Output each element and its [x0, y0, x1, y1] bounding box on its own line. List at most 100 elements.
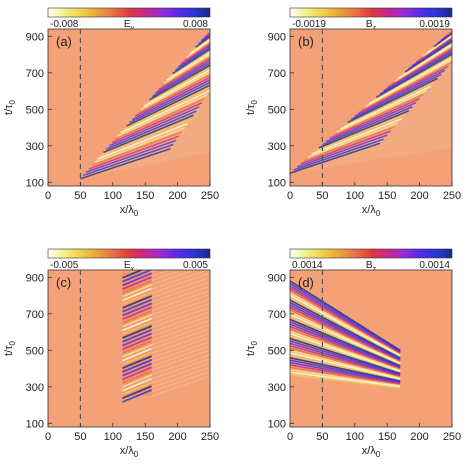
wave-stripe: [160, 55, 210, 88]
colorbar: [289, 7, 453, 18]
wave-stripe: [122, 280, 153, 294]
wave-stripe: [122, 347, 153, 362]
wave-stripe: [290, 342, 401, 377]
x-tick-label: 100: [346, 190, 364, 202]
wave-stripe: [290, 318, 401, 367]
wave-stripe: [151, 281, 210, 303]
wave-stripe: [290, 311, 401, 364]
wave-stripe: [122, 270, 144, 279]
y-axis-label: t/τ0: [3, 99, 17, 114]
wave-stripe: [169, 50, 210, 78]
wave-stripe: [83, 143, 174, 177]
colorbar-min-label: -0.0019: [292, 19, 326, 30]
wave-stripe: [151, 270, 172, 277]
wave-stripe: [361, 61, 452, 111]
colorbar-label-strip: [290, 259, 452, 270]
y-tick-label: 700: [268, 309, 286, 321]
x-tick-label: 50: [74, 190, 86, 202]
wave-stripe: [290, 366, 401, 386]
wave-stripe: [151, 324, 210, 346]
wave-stripe: [379, 51, 452, 95]
wave-stripe: [151, 270, 209, 290]
wave-stripe: [311, 118, 402, 155]
wave-stripes: [122, 270, 210, 403]
wave-stripe: [122, 287, 153, 302]
wave-stripe: [122, 291, 153, 305]
wave-stripe: [347, 77, 438, 124]
wave-stripe: [122, 359, 153, 373]
colorbar-min-label: 0.0014: [292, 260, 323, 271]
wave-stripe: [122, 340, 153, 354]
wave-stripe: [151, 270, 196, 286]
wave-stripe: [94, 127, 186, 164]
wave-stripe: [322, 106, 413, 146]
wave-stripe: [290, 373, 401, 389]
y-tick-label: 500: [268, 345, 286, 357]
wave-stripe: [151, 332, 210, 354]
wave-stripe: [350, 73, 442, 121]
wave-stripe: [290, 282, 401, 352]
wave-stripe: [122, 306, 153, 321]
wave-stripes: [290, 280, 401, 389]
wave-stripe: [325, 101, 417, 143]
wave-stripe: [85, 139, 177, 173]
wave-stripe: [151, 307, 210, 328]
x-axis-label: x/λ0: [362, 204, 381, 218]
wave-stripe: [122, 283, 153, 298]
y-tick-label: 500: [26, 104, 44, 116]
wave-stripe: [290, 287, 401, 354]
wave-stripe: [122, 295, 153, 309]
colorbar-field-label: Bz: [366, 260, 377, 273]
wave-stripe: [336, 89, 428, 133]
wave-stripe: [314, 114, 406, 152]
wave-stripe: [157, 57, 210, 91]
x-tick-label: 150: [378, 190, 396, 202]
wave-stripe: [91, 131, 183, 167]
x-tick-label: 250: [201, 431, 219, 443]
colorbar-label-strip: [290, 18, 452, 29]
wave-stripe: [122, 343, 153, 358]
wave-stripes: [290, 29, 452, 174]
wave-stripe: [290, 361, 401, 384]
y-tick-label: 500: [26, 345, 44, 357]
wave-stripe: [151, 289, 210, 311]
x-tick-label: 150: [378, 431, 396, 443]
wave-stripe: [290, 330, 401, 372]
wave-stripe: [151, 345, 210, 367]
wave-stripe: [151, 298, 210, 320]
wave-stripe: [358, 65, 449, 114]
colorbar: [289, 248, 453, 259]
wave-stripe: [151, 302, 210, 324]
wave-stripe: [172, 48, 210, 75]
panel-label: (b): [298, 34, 314, 49]
wave-stripe: [137, 73, 210, 114]
panel-2: -0.0019 0.0019 Bz (b) 0 50 100 150 200 250 100 300 5…: [245, 7, 461, 218]
colorbar-max-label: 0.0014: [419, 260, 450, 271]
wave-stripe: [122, 270, 153, 283]
wave-region: [122, 271, 152, 396]
wave-stripe: [290, 340, 401, 376]
wave-stripe: [209, 29, 210, 31]
wave-stripe: [290, 304, 401, 361]
wave-stripe: [174, 46, 210, 71]
wave-stripe: [122, 366, 153, 381]
colorbar-label-strip: [48, 18, 210, 29]
colorbar-max-label: 0.008: [183, 19, 208, 30]
y-tick-label: 300: [268, 382, 286, 394]
wave-stripe: [151, 62, 210, 98]
wave-stripe: [122, 325, 153, 339]
panel-label: (a): [56, 34, 72, 49]
x-tick-label: 250: [443, 190, 461, 202]
wave-stripes: [80, 29, 210, 180]
wave-stripe: [354, 69, 446, 117]
colorbar-label-strip: [48, 259, 210, 270]
colorbar-field-label: Ex: [124, 260, 135, 273]
wave-stripe: [122, 377, 153, 392]
x-tick-label: 0: [45, 190, 51, 202]
wave-stripe: [122, 381, 153, 396]
wave-stripe: [290, 356, 401, 382]
x-tick-label: 250: [201, 190, 219, 202]
y-tick-label: 100: [26, 177, 44, 189]
y-tick-label: 300: [26, 141, 44, 153]
colorbar-min-label: -0.008: [50, 19, 79, 30]
